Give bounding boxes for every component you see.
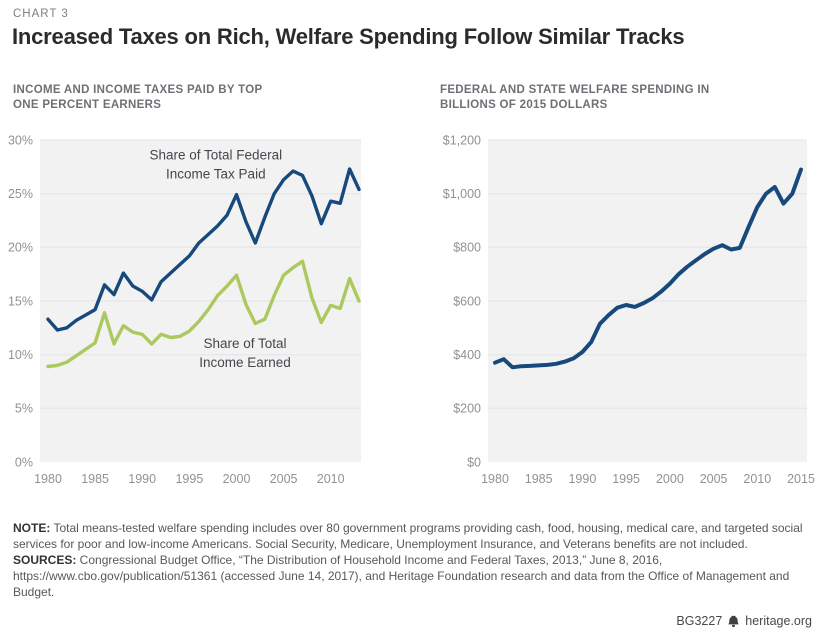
y-tick-label: 5% [15, 402, 33, 416]
y-tick-label: $400 [453, 348, 481, 362]
y-tick-label: 0% [15, 455, 33, 469]
x-tick-label: 2000 [223, 472, 251, 486]
notes-block: NOTE: Total means-tested welfare spendin… [13, 520, 815, 600]
note-text: Total means-tested welfare spending incl… [13, 521, 803, 551]
note-paragraph: NOTE: Total means-tested welfare spendin… [13, 520, 815, 552]
series-label: Income Tax Paid [166, 167, 266, 182]
right-chart: $0 $200 $400 $600 $800 $1,000 $1,200 1980 1985 19… [443, 133, 815, 486]
x-tick-label: 2010 [317, 472, 345, 486]
y-tick-label: $600 [453, 294, 481, 308]
series-line-welfare-spending [493, 167, 803, 370]
y-tick-label: $200 [453, 402, 481, 416]
y-tick-label: 30% [8, 133, 33, 147]
x-tick-label: 2000 [656, 472, 684, 486]
y-tick-label: 10% [8, 348, 33, 362]
x-tick-label: 1985 [525, 472, 553, 486]
right-chart-title: FEDERAL AND STATE WELFARE SPENDING IN BI… [440, 84, 710, 111]
x-tick-label: 1985 [81, 472, 109, 486]
x-tick-label: 1990 [568, 472, 596, 486]
series-line-income-share [46, 259, 361, 369]
note-label: NOTE: [13, 521, 51, 535]
x-tick-label: 1995 [175, 472, 203, 486]
site-link[interactable]: heritage.org [745, 614, 812, 628]
left-chart: 0% 5% 10% 15% 20% 25% 30% 1980 1985 1990 1995 2000 2… [8, 133, 361, 486]
heritage-bell-icon [728, 615, 740, 627]
series-line-tax-share [46, 167, 361, 332]
x-tick-label: 1980 [34, 472, 62, 486]
left-chart-title: INCOME AND INCOME TAXES PAID BY TOP ONE … [13, 84, 263, 111]
sources-paragraph: SOURCES: Congressional Budget Office, “T… [13, 552, 815, 600]
x-tick-label: 1995 [612, 472, 640, 486]
sources-label: SOURCES: [13, 553, 77, 567]
series-label: Income Earned [199, 355, 291, 370]
y-tick-label: 25% [8, 187, 33, 201]
y-tick-label: $1,000 [443, 187, 481, 201]
x-tick-label: 2005 [270, 472, 298, 486]
footer: BG3227 heritage.org [676, 614, 812, 628]
chart-kicker: CHART 3 [13, 8, 69, 20]
x-tick-label: 2010 [743, 472, 771, 486]
x-tick-label: 2005 [700, 472, 728, 486]
document-id: BG3227 [676, 614, 723, 628]
series-label: Share of Total [203, 336, 286, 351]
x-tick-label: 1990 [128, 472, 156, 486]
sources-text: Congressional Budget Office, “The Distri… [13, 553, 790, 599]
y-tick-label: $0 [467, 455, 481, 469]
series-label: Share of Total Federal [150, 147, 283, 162]
page-title: Increased Taxes on Rich, Welfare Spendin… [12, 24, 685, 49]
x-tick-label: 1980 [481, 472, 509, 486]
x-tick-label: 2015 [787, 472, 815, 486]
y-tick-label: $1,200 [443, 133, 481, 147]
y-tick-label: 20% [8, 241, 33, 255]
y-tick-label: $800 [453, 241, 481, 255]
y-tick-label: 15% [8, 294, 33, 308]
